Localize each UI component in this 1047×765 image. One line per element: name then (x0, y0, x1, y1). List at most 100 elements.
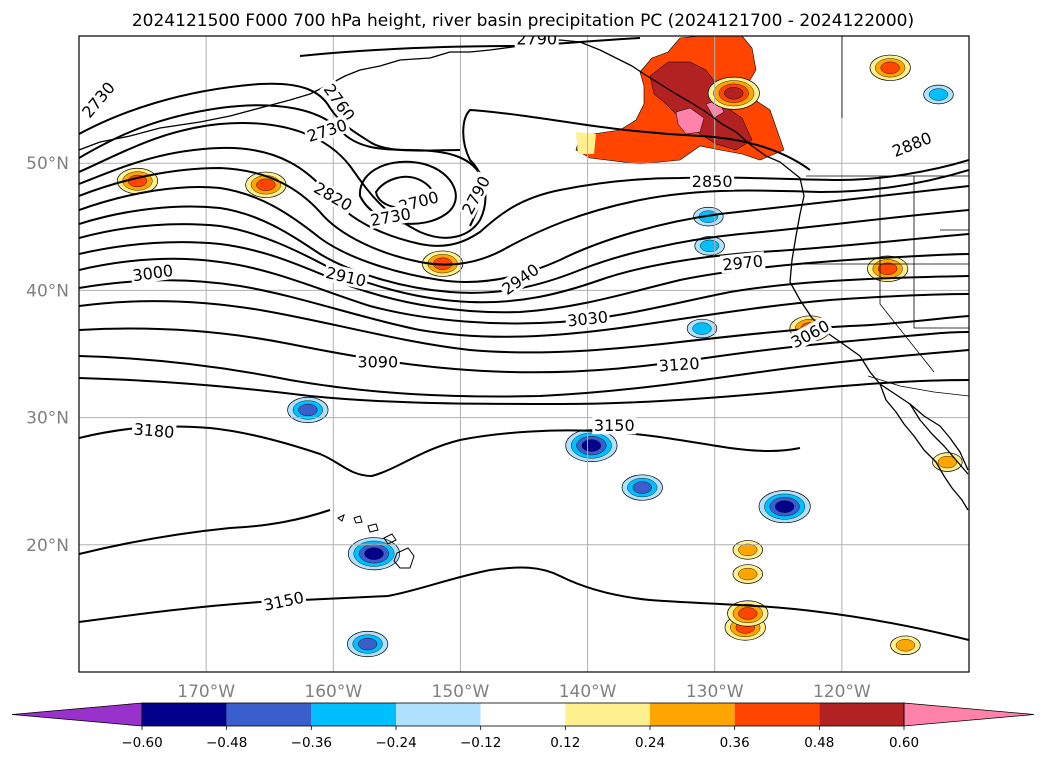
colorbar-tick-label: 0.60 (889, 735, 919, 751)
lon-tick-label: 140°W (559, 682, 617, 702)
contour-2790-west (79, 109, 811, 239)
colorbar-frame (141, 702, 905, 727)
colorbar-tick-label: 0.24 (635, 735, 665, 751)
island-niihau (337, 514, 345, 522)
contour-label: 2850 (690, 172, 735, 191)
precip-negative-cell (357, 637, 378, 651)
precip-negative-cell (632, 481, 652, 494)
precip-positive-cell (738, 543, 758, 557)
contour-3000 (79, 257, 969, 325)
contour-label-text: 3180 (133, 420, 175, 442)
lat-tick-label: 50°N (26, 154, 69, 174)
colorbar-tick-label: −0.24 (375, 735, 416, 751)
precip-positive-cell (738, 607, 758, 620)
contour-label: 2730 (367, 203, 414, 230)
contour-label-bg (260, 587, 308, 615)
colorbar-bin (226, 703, 312, 726)
colorbar-bin (650, 703, 735, 726)
colorbar-bin (311, 703, 396, 726)
precip-region-bc-core (649, 61, 753, 151)
colorbar-tick-label: 0.36 (720, 735, 750, 751)
colorbar-tick-label: 0.12 (550, 735, 580, 751)
precip-region-bc-max (675, 107, 705, 135)
contour-2820 (79, 146, 969, 247)
contour-label-bg (131, 419, 177, 442)
precip-negative-cell (692, 322, 712, 335)
precip-positive-cell (724, 87, 744, 100)
precip-negative-cell (699, 239, 720, 253)
lat-tick-label: 20°N (26, 536, 69, 556)
contour-label: 3180 (131, 419, 177, 442)
chart-title: 2024121500 F000 700 hPa height, river ba… (132, 11, 914, 31)
contour-3060 (79, 300, 969, 354)
colorbar-bin (734, 703, 820, 726)
contour-label: 3150 (592, 416, 637, 435)
colorbar-extend-min (11, 702, 143, 727)
hawaiian-islands (337, 514, 415, 569)
contour-label-bg (592, 416, 637, 435)
height-contours (79, 37, 969, 641)
colorbar-tick-label: −0.36 (291, 735, 332, 751)
precip-positive-cell (895, 639, 916, 652)
contour-label-text: 2850 (692, 172, 733, 191)
contour-label-bg (129, 260, 176, 285)
contour-label-text: 3030 (566, 307, 608, 330)
precip-negative-cell (928, 88, 949, 101)
precip-negative-cell (364, 547, 384, 560)
precip-negative-cell (581, 439, 602, 452)
contour-label: 3120 (656, 353, 702, 376)
colorbar: −0.60 −0.48 −0.36 −0.24 −0.12 0.12 0.24 0.36 0.4… (11, 702, 1035, 751)
gridlines (79, 36, 969, 672)
map-frame (78, 35, 970, 673)
precip-positive-cell (880, 61, 900, 74)
contour-label-bg (564, 307, 611, 330)
lon-tick-label: 170°W (177, 682, 235, 702)
contour-label-text: 3150 (594, 416, 635, 435)
island-maui (383, 533, 397, 545)
contour-label-bg (367, 203, 414, 230)
contour-label-text: 3090 (357, 353, 398, 372)
contour-label: 2970 (719, 251, 766, 274)
contour-label-bg (786, 315, 834, 352)
contour-2970 (79, 241, 969, 314)
lon-tick-label: 160°W (304, 682, 362, 702)
colorbar-tick-label: −0.60 (121, 735, 162, 751)
contour-label: 3090 (355, 352, 400, 372)
lon-tick-label: 130°W (686, 682, 744, 702)
contour-label-bg (303, 114, 351, 146)
colorbar-tick-label: −0.12 (460, 735, 501, 751)
colorbar-bin (565, 703, 650, 726)
precip-negative-cell (774, 500, 795, 513)
precip-region-gulf-edge (576, 132, 596, 154)
colorbar-bin (480, 703, 566, 726)
contour-3090 (79, 327, 969, 374)
contour-label: 3030 (564, 307, 611, 330)
colorbar-bin (396, 703, 481, 726)
contour-label-bg (322, 262, 370, 291)
contour-2790-top (299, 37, 641, 57)
map-background (79, 36, 969, 672)
contour-label-bg (719, 251, 766, 274)
coastline-gulf-california (909, 403, 969, 475)
contour-label-bg (319, 78, 360, 126)
contour-label-bg (888, 127, 936, 161)
contour-2910 (79, 205, 969, 294)
contour-label-bg (656, 353, 702, 375)
colorbar-tick-label: −0.48 (206, 735, 247, 751)
contour-label-bg (690, 172, 735, 191)
border-us-mexico (867, 375, 969, 397)
contour-label-bg (457, 171, 494, 219)
lon-tick-label: 120°W (813, 682, 871, 702)
precip-negative-cell (298, 403, 318, 417)
contour-label-bg (309, 177, 357, 216)
precip-cells (116, 54, 963, 658)
contour-3030 (79, 279, 969, 338)
precip-positive-cell (937, 455, 958, 469)
contour-3120 (79, 349, 969, 398)
colorbar-bin (142, 703, 227, 726)
island-oahu (367, 523, 379, 533)
lat-tick-label: 30°N (26, 409, 69, 429)
contour-2850 (79, 167, 969, 266)
